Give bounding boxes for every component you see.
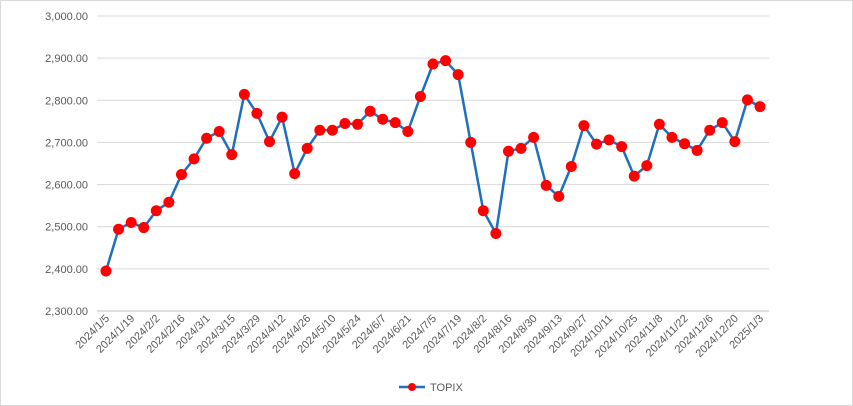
data-point bbox=[138, 222, 150, 234]
data-point bbox=[616, 141, 628, 153]
data-point bbox=[553, 190, 565, 202]
data-point bbox=[515, 142, 527, 154]
data-point bbox=[679, 138, 691, 150]
data-point bbox=[289, 168, 301, 180]
data-point bbox=[414, 90, 426, 102]
data-point bbox=[691, 144, 703, 156]
data-point bbox=[125, 217, 137, 228]
series-line-topix bbox=[104, 59, 761, 272]
data-point bbox=[565, 160, 577, 172]
data-point bbox=[389, 117, 401, 129]
data-point bbox=[741, 94, 753, 106]
data-point bbox=[113, 223, 125, 235]
data-point bbox=[238, 88, 250, 100]
data-point bbox=[477, 205, 489, 217]
data-point bbox=[201, 132, 213, 144]
data-point bbox=[490, 227, 502, 239]
data-point bbox=[213, 125, 225, 137]
data-point bbox=[339, 117, 351, 129]
data-point bbox=[276, 111, 288, 123]
data-point bbox=[352, 118, 364, 130]
data-point bbox=[465, 136, 477, 148]
data-point bbox=[754, 101, 766, 113]
data-point bbox=[729, 136, 741, 148]
data-point bbox=[364, 105, 376, 117]
data-point bbox=[578, 120, 590, 132]
data-point bbox=[641, 160, 653, 172]
data-point bbox=[100, 265, 112, 277]
y-tick-label: 2,700.00 bbox=[45, 137, 88, 149]
y-tick-label: 2,400.00 bbox=[45, 264, 88, 276]
data-point bbox=[528, 131, 540, 143]
y-tick-label: 3,000.00 bbox=[45, 11, 88, 23]
data-point bbox=[591, 138, 602, 150]
y-tick-label: 2,900.00 bbox=[45, 53, 88, 65]
data-point bbox=[301, 142, 313, 154]
legend-label: TOPIX bbox=[430, 382, 463, 394]
data-point bbox=[402, 125, 414, 137]
data-point bbox=[188, 153, 200, 165]
data-point bbox=[653, 118, 665, 130]
data-point bbox=[540, 179, 552, 191]
data-point bbox=[440, 55, 452, 67]
y-tick-label: 2,300.00 bbox=[45, 306, 88, 318]
data-point bbox=[603, 134, 615, 146]
data-point bbox=[251, 107, 263, 119]
data-point bbox=[226, 149, 238, 161]
data-point bbox=[377, 113, 389, 125]
data-point bbox=[326, 124, 338, 136]
data-point bbox=[314, 124, 326, 136]
data-point bbox=[163, 196, 175, 208]
legend-marker bbox=[408, 383, 416, 391]
y-tick-label: 2,600.00 bbox=[45, 180, 88, 192]
data-point bbox=[502, 145, 514, 157]
data-point bbox=[175, 168, 187, 180]
data-point bbox=[704, 124, 716, 136]
data-point bbox=[427, 58, 439, 70]
data-point bbox=[150, 205, 162, 217]
data-point bbox=[264, 136, 275, 148]
data-point bbox=[452, 69, 464, 81]
data-point bbox=[716, 117, 728, 129]
y-tick-label: 2,800.00 bbox=[45, 95, 88, 107]
y-tick-label: 2,500.00 bbox=[45, 222, 88, 234]
data-point bbox=[666, 131, 678, 143]
data-point bbox=[628, 170, 640, 182]
